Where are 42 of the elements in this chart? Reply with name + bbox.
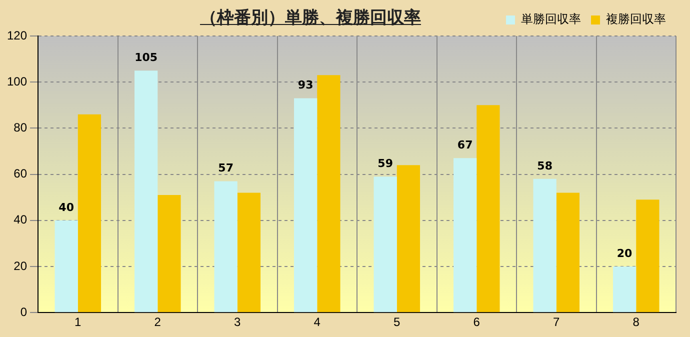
data-label: 57 [218,162,234,175]
y-tick-label: 40 [14,212,28,227]
bar [556,192,580,312]
y-tick-label: 80 [14,120,28,135]
bar [396,165,420,312]
data-label: 105 [134,50,158,64]
x-tick-label: 5 [394,315,401,330]
bar [214,181,238,312]
x-tick-label: 3 [234,315,242,330]
chart-title: （枠番別）単勝、複勝回収率 [200,7,421,29]
data-label: 20 [616,246,633,260]
x-tick-label: 8 [632,315,640,330]
bar [78,114,102,312]
y-tick-label: 60 [14,166,28,181]
bar [54,220,78,312]
bar [317,75,340,312]
bar [454,158,477,312]
x-tick-label: 4 [314,315,321,330]
bar [237,192,261,312]
y-tick-label: 100 [6,74,28,88]
data-label: 40 [58,200,74,214]
x-tick-label: 6 [473,315,480,330]
data-label: 67 [457,138,473,152]
bar [134,70,158,312]
legend-label: 単勝回収率 [521,12,581,26]
data-label: 58 [537,159,552,172]
legend-label: 複勝回収率 [606,12,666,26]
bar [613,266,636,312]
bar [294,98,318,312]
bar [476,105,500,312]
y-tick-label: 120 [6,28,28,42]
data-label: 59 [378,156,393,170]
x-tick-label: 2 [154,315,162,330]
y-tick-label: 0 [20,304,28,319]
bar [374,176,397,312]
x-tick-label: 7 [553,315,560,330]
bar [158,195,181,312]
bar [533,178,556,312]
y-tick-label: 20 [14,258,28,273]
x-tick-label: 1 [74,315,82,330]
data-label: 93 [298,78,314,92]
bar [636,200,660,312]
